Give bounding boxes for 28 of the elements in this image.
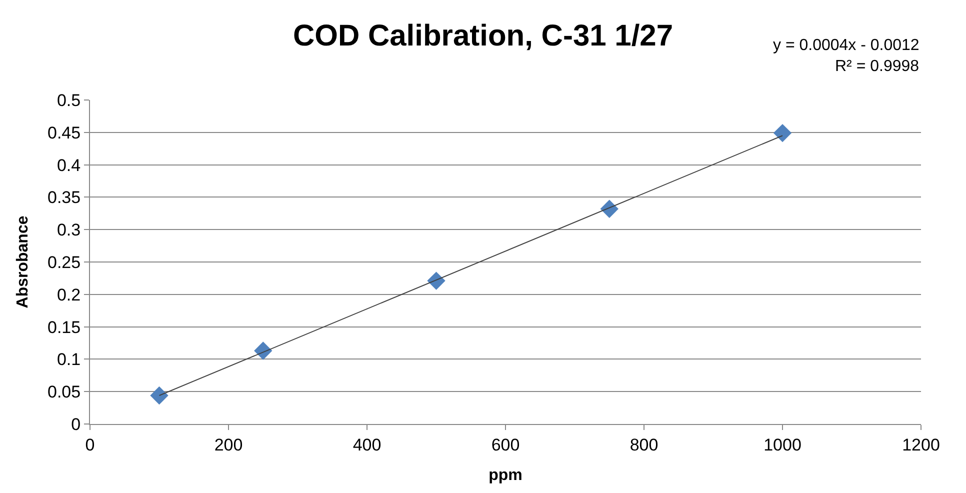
y-tick-label: 0.45 [48,123,81,142]
x-tick-label: 1200 [902,435,940,454]
text: R² = 0.9998 [835,58,920,75]
chart-title: COD Calibration, C-31 1/27 [292,20,674,53]
y-tick-label: 0.05 [48,382,81,402]
y-tick-label: 0.1 [56,350,81,370]
x-tick-label: 400 [352,435,382,454]
y-tick-label: 0.25 [48,252,81,272]
x-axis-title: ppm [488,467,522,484]
y-axis-title: Absrobance [14,216,32,308]
y-tick-label: 0.3 [56,220,81,240]
y-tick-label: 0.15 [48,318,81,337]
y-tick-label: 0.4 [56,156,81,175]
y-tick-label: 0.5 [56,90,81,110]
point [150,386,168,405]
y-tick-label: 0.35 [48,188,81,208]
text: y = 0.0004x - 0.0012 [773,37,920,54]
x-tick-label: 1000 [764,435,802,454]
x-tick-label: 0 [85,435,95,454]
x-tick-label: 600 [491,435,520,454]
y-tick-label: 0.2 [56,285,81,304]
point [600,200,618,218]
x-tick-label: 200 [214,435,243,454]
x-tick-label: 800 [630,435,658,454]
point [773,124,792,142]
y-tick-label: 0 [71,414,81,434]
point [254,342,272,360]
point [427,272,446,290]
